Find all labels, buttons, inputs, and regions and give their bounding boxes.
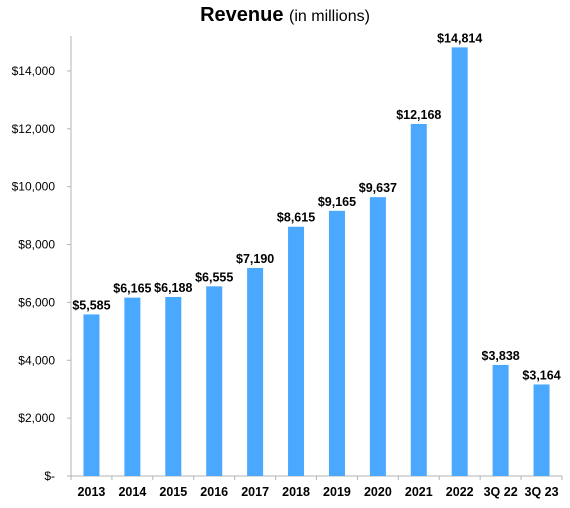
y-tick-label: $4,000	[18, 353, 55, 367]
bar	[206, 286, 223, 476]
data-label: $8,615	[277, 211, 315, 225]
bar	[247, 267, 264, 476]
bar	[124, 297, 141, 476]
bar	[369, 197, 386, 476]
x-tick-label: 2022	[446, 485, 474, 499]
y-tick-label: $8,000	[18, 238, 55, 252]
x-tick-label: 2020	[364, 485, 392, 499]
y-tick-label: $10,000	[12, 180, 56, 194]
data-label: $7,190	[236, 252, 274, 266]
y-tick-label: $6,000	[18, 295, 55, 309]
chart-title-subtitle: (in millions)	[289, 8, 370, 25]
x-tick-label: 2016	[200, 485, 228, 499]
chart-title-main: Revenue	[200, 4, 284, 26]
data-label: $6,188	[154, 281, 192, 295]
y-tick-label: $12,000	[12, 122, 56, 136]
y-tick-label: $2,000	[18, 411, 55, 425]
x-tick-label: 2019	[323, 485, 351, 499]
data-label: $9,165	[318, 195, 356, 209]
bar	[451, 47, 468, 477]
data-label: $14,814	[437, 31, 482, 45]
x-tick-label: 2014	[118, 485, 146, 499]
x-tick-label: 2015	[159, 485, 187, 499]
data-label: $6,555	[195, 270, 233, 284]
x-tick-label: 2017	[241, 485, 269, 499]
data-label: $3,838	[482, 349, 520, 363]
bar	[83, 314, 100, 476]
x-tick-label: 2013	[78, 485, 106, 499]
x-tick-label: 2021	[405, 485, 433, 499]
bar	[288, 226, 305, 476]
bar	[410, 123, 427, 476]
bar	[165, 296, 182, 476]
bar	[328, 210, 345, 477]
bar	[492, 364, 509, 476]
data-label: $6,165	[113, 282, 151, 296]
y-tick-label: $-	[44, 469, 55, 483]
x-tick-label: 3Q 23	[525, 485, 559, 499]
data-label: $3,164	[522, 368, 560, 382]
y-tick-label: $14,000	[12, 64, 56, 78]
data-label: $9,637	[359, 181, 397, 195]
data-label: $5,585	[72, 298, 110, 312]
x-tick-label: 3Q 22	[484, 485, 518, 499]
x-tick-label: 2018	[282, 485, 310, 499]
bar	[533, 384, 550, 476]
chart-title: Revenue (in millions)	[0, 4, 570, 27]
data-label: $12,168	[396, 108, 441, 122]
